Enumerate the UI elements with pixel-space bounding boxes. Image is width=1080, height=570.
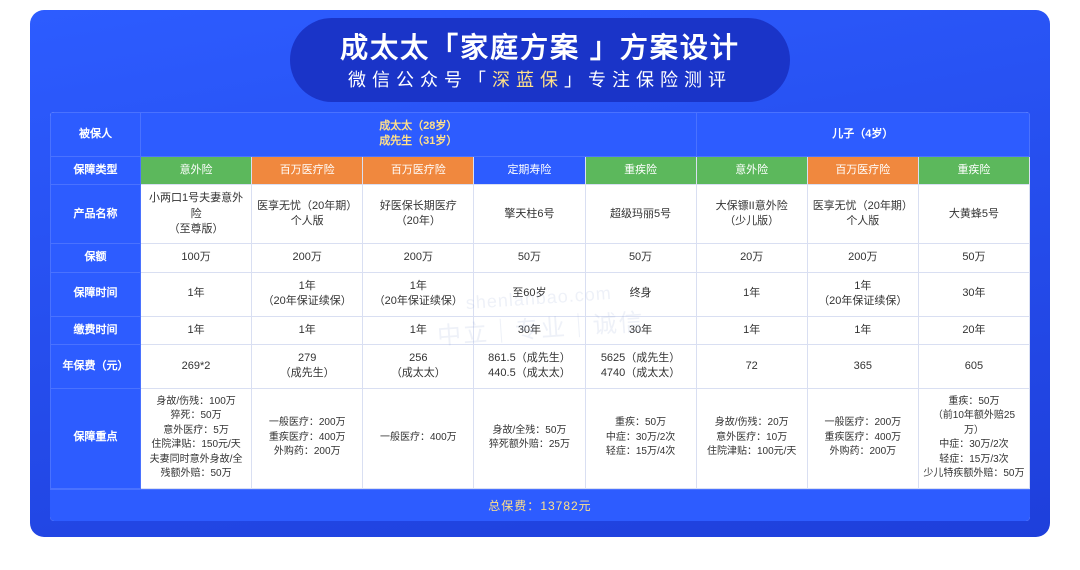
covp-4: 至60岁 [474,272,585,316]
label-premium: 年保费（元） [51,344,141,388]
label-insured: 被保人 [51,113,141,157]
row-amount: 保额 100万 200万 200万 50万 50万 20万 200万 50万 [51,244,1030,272]
amount-8: 50万 [918,244,1029,272]
product-8: 大黄蜂5号 [918,185,1029,244]
prem-3: 256（成太太） [363,344,474,388]
payp-1: 1年 [141,316,252,344]
row-premium: 年保费（元） 269*2 279（成先生） 256（成太太） 861.5（成先生… [51,344,1030,388]
subtitle-pre: 微信公众号「 [348,70,492,90]
amount-7: 200万 [807,244,918,272]
subtitle: 微信公众号「深蓝保」专注保险测评 [340,66,740,92]
covp-2: 1年（20年保证续保） [252,272,363,316]
hl-3: 一般医疗：400万 [363,388,474,488]
row-insured: 被保人 成太太（28岁） 成先生（31岁） 儿子（4岁） [51,113,1030,157]
label-amount: 保额 [51,244,141,272]
product-1: 小两口1号夫妻意外险（至尊版） [141,185,252,244]
product-6: 大保镖II意外险（少儿版） [696,185,807,244]
hl-8: 重疾：50万（前10年额外赔25万）中症：30万/2次轻症：15万/3次少儿特疾… [918,388,1029,488]
row-cov-period: 保障时间 1年 1年（20年保证续保） 1年（20年保证续保） 至60岁 终身 … [51,272,1030,316]
covp-5: 终身 [585,272,696,316]
cat-8: 重疾险 [918,156,1029,184]
row-pay-period: 缴费时间 1年 1年 1年 30年 30年 1年 1年 20年 [51,316,1030,344]
plan-table: 被保人 成太太（28岁） 成先生（31岁） 儿子（4岁） 保障类型 意外险 百万… [50,112,1030,489]
amount-2: 200万 [252,244,363,272]
payp-5: 30年 [585,316,696,344]
cat-6: 意外险 [696,156,807,184]
label-cov-period: 保障时间 [51,272,141,316]
hl-2: 一般医疗：200万重疾医疗：400万外购药：200万 [252,388,363,488]
row-cov-type: 保障类型 意外险 百万医疗险 百万医疗险 定期寿险 重疾险 意外险 百万医疗险 … [51,156,1030,184]
prem-1: 269*2 [141,344,252,388]
covp-7: 1年（20年保证续保） [807,272,918,316]
hl-1: 身故/伤残：100万猝死：50万意外医疗：5万住院津贴：150元/天夫妻同时意外… [141,388,252,488]
plan-card: 成太太「家庭方案 」方案设计 微信公众号「深蓝保」专注保险测评 shenlanb… [30,10,1050,537]
amount-1: 100万 [141,244,252,272]
cat-7: 百万医疗险 [807,156,918,184]
hl-6: 身故/伤残：20万意外医疗：10万住院津贴：100元/天 [696,388,807,488]
label-highlights: 保障重点 [51,388,141,488]
label-pay-period: 缴费时间 [51,316,141,344]
header: 成太太「家庭方案 」方案设计 微信公众号「深蓝保」专注保险测评 [50,22,1030,102]
cat-4: 定期寿险 [474,156,585,184]
payp-3: 1年 [363,316,474,344]
title-pill: 成太太「家庭方案 」方案设计 微信公众号「深蓝保」专注保险测评 [290,18,790,102]
cat-5: 重疾险 [585,156,696,184]
payp-7: 1年 [807,316,918,344]
product-7: 医享无忧（20年期）个人版 [807,185,918,244]
covp-8: 30年 [918,272,1029,316]
hl-7: 一般医疗：200万重疾医疗：400万外购药：200万 [807,388,918,488]
prem-7: 365 [807,344,918,388]
group-adult: 成太太（28岁） 成先生（31岁） [141,113,697,157]
hl-5: 重疾：50万中症：30万/2次轻症：15万/4次 [585,388,696,488]
prem-6: 72 [696,344,807,388]
amount-5: 50万 [585,244,696,272]
row-highlights: 保障重点 身故/伤残：100万猝死：50万意外医疗：5万住院津贴：150元/天夫… [51,388,1030,488]
cat-3: 百万医疗险 [363,156,474,184]
amount-4: 50万 [474,244,585,272]
covp-1: 1年 [141,272,252,316]
amount-3: 200万 [363,244,474,272]
row-product: 产品名称 小两口1号夫妻意外险（至尊版） 医享无忧（20年期）个人版 好医保长期… [51,185,1030,244]
subtitle-post: 」专注保险测评 [564,70,732,90]
cat-1: 意外险 [141,156,252,184]
product-2: 医享无忧（20年期）个人版 [252,185,363,244]
label-product: 产品名称 [51,185,141,244]
label-cov-type: 保障类型 [51,156,141,184]
covp-3: 1年（20年保证续保） [363,272,474,316]
total-row: 总保费：13782元 [50,489,1030,521]
payp-6: 1年 [696,316,807,344]
main-title: 成太太「家庭方案 」方案设计 [340,26,740,66]
group-child: 儿子（4岁） [696,113,1029,157]
total-value: 13782元 [540,499,591,513]
hl-4: 身故/全残：50万猝死额外赔：25万 [474,388,585,488]
covp-6: 1年 [696,272,807,316]
amount-6: 20万 [696,244,807,272]
product-3: 好医保长期医疗（20年） [363,185,474,244]
payp-4: 30年 [474,316,585,344]
table-wrap: shenlanbao.com 中立｜专业｜诚信 被保人 成太太（28岁） 成先生… [50,112,1030,521]
prem-8: 605 [918,344,1029,388]
product-4: 擎天柱6号 [474,185,585,244]
prem-5: 5625（成先生）4740（成太太） [585,344,696,388]
total-label: 总保费： [488,499,540,513]
payp-2: 1年 [252,316,363,344]
product-5: 超级玛丽5号 [585,185,696,244]
prem-2: 279（成先生） [252,344,363,388]
subtitle-accent: 深蓝保 [492,70,564,90]
payp-8: 20年 [918,316,1029,344]
prem-4: 861.5（成先生）440.5（成太太） [474,344,585,388]
cat-2: 百万医疗险 [252,156,363,184]
